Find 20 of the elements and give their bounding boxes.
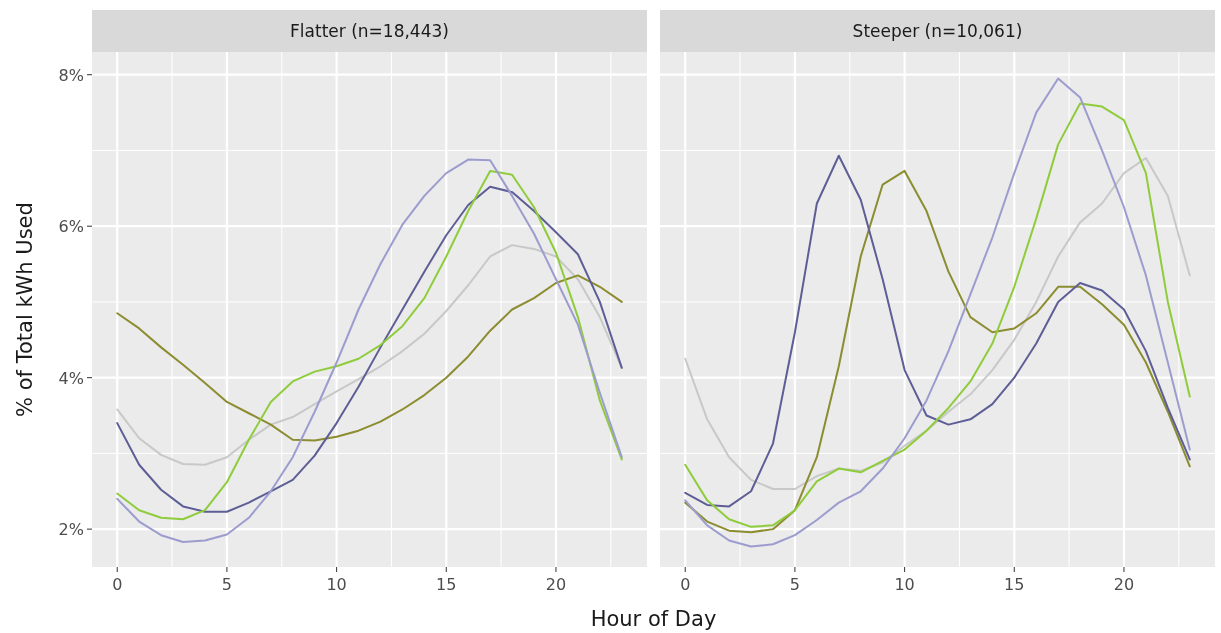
x-tick-label: 20 (1113, 575, 1135, 594)
y-tick-label: 8% (58, 65, 84, 85)
x-tick-label: 10 (894, 575, 915, 594)
y-tick-label: 2% (58, 520, 84, 540)
x-tick-label: 20 (545, 575, 567, 594)
x-tick-label: 5 (789, 575, 800, 594)
line-series (116, 244, 623, 466)
x-axis-title: Hour of Day (590, 607, 717, 631)
y-tick-label: 6% (58, 217, 84, 237)
x-tick-label: 0 (112, 575, 123, 594)
x-tick-label: 0 (680, 575, 691, 594)
line-series (116, 274, 623, 442)
y-tick-label: 4% (58, 368, 84, 388)
chart-title: Steeper (n=10,061) (852, 21, 1023, 41)
chart-title: Flatter (n=18,443) (290, 21, 449, 41)
x-tick-label: 10 (326, 575, 347, 594)
x-tick-label: 5 (221, 575, 232, 594)
y-axis-title: % of Total kWh Used (13, 202, 37, 417)
x-tick-label: 15 (436, 575, 457, 594)
x-tick-label: 15 (1004, 575, 1025, 594)
